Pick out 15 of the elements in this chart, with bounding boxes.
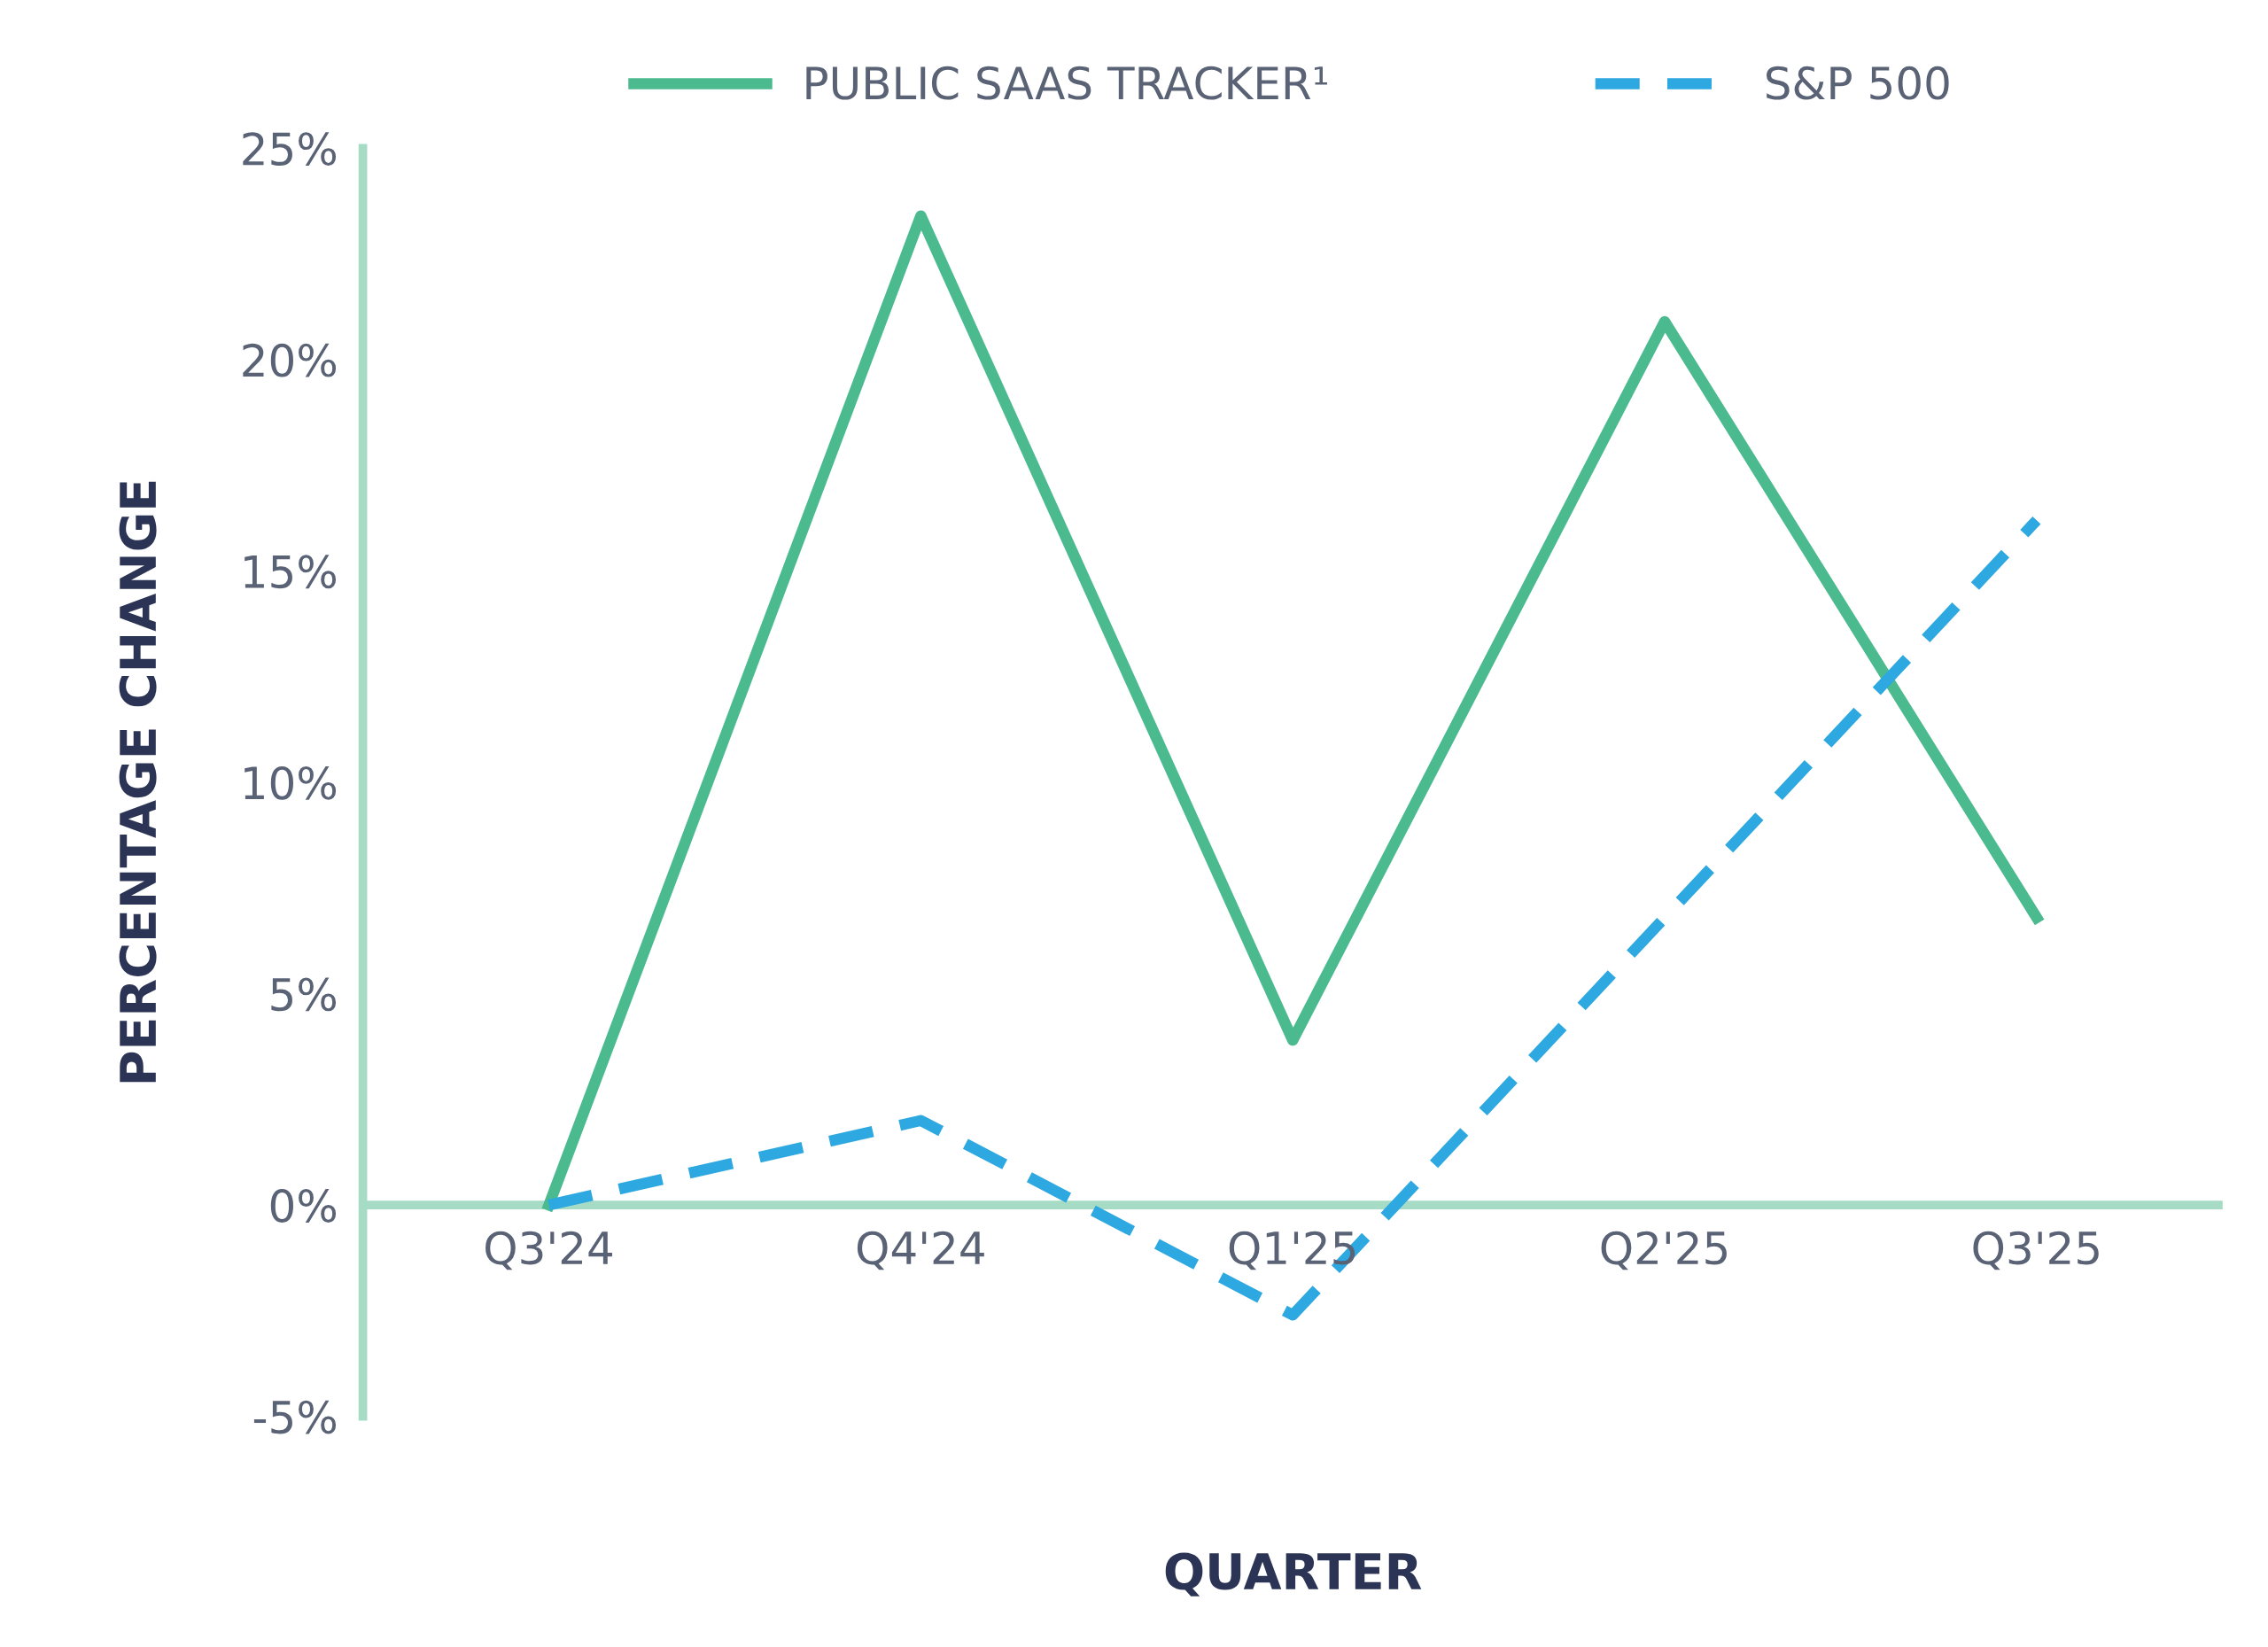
y-tick-label: 15% <box>245 555 337 589</box>
x-tick-label: Q2'25 <box>1601 1231 1727 1270</box>
x-axis-title: QUARTER <box>1165 1552 1422 1597</box>
y-tick-label: -5% <box>253 1400 337 1434</box>
x-tick-label: Q4'24 <box>857 1231 984 1270</box>
legend-label: S&P 500 <box>1767 66 1949 100</box>
y-tick-label: 10% <box>245 765 337 800</box>
y-tick-label: 0% <box>270 1189 337 1223</box>
y-tick-label: 20% <box>243 343 337 377</box>
x-tick-label: Q3'24 <box>485 1231 612 1270</box>
x-tick-label: Q3'25 <box>1973 1231 2099 1270</box>
y-tick-label: 5% <box>271 977 337 1012</box>
y-tick-label: 25% <box>243 132 337 167</box>
legend-label: PUBLIC SAAS TRACKER¹ <box>806 66 1327 100</box>
y-axis-title: PERCENTAGE CHANGE <box>119 481 157 1083</box>
